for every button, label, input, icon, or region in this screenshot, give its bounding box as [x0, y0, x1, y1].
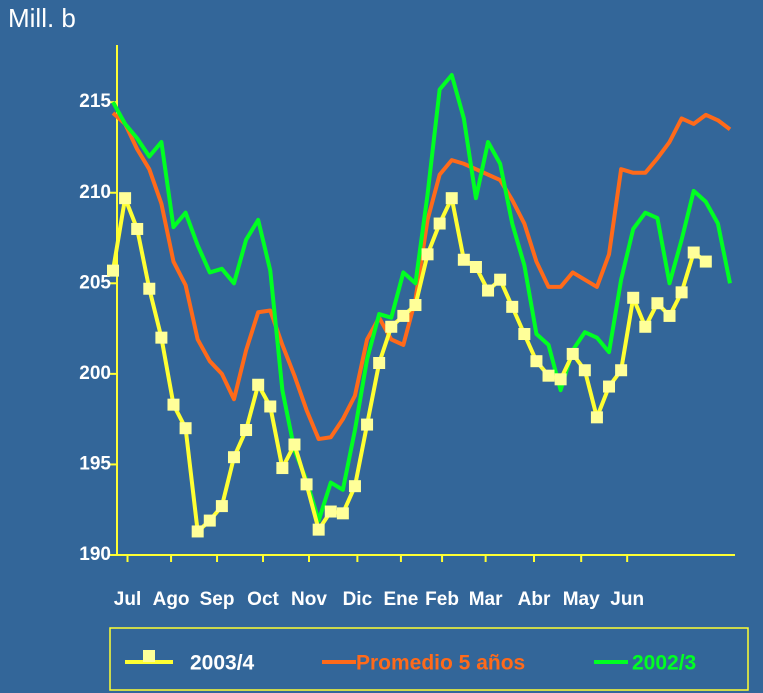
point-marker — [143, 282, 156, 295]
x-tick-label: May — [563, 589, 600, 610]
point-marker — [179, 422, 192, 435]
point-marker — [276, 462, 289, 475]
point-marker — [107, 264, 119, 277]
point-marker — [131, 222, 144, 235]
point-marker — [348, 480, 361, 493]
series-line — [111, 73, 732, 523]
point-marker — [457, 253, 470, 266]
legend-label: 2003/4 — [190, 652, 255, 675]
y-tick-label: 200 — [79, 363, 111, 384]
point-marker — [687, 246, 700, 259]
y-tick-label: 195 — [79, 453, 111, 474]
point-marker — [639, 320, 652, 333]
x-tick-label: Ene — [384, 589, 419, 610]
y-tick-label: 210 — [79, 182, 111, 203]
series-line — [111, 111, 732, 442]
y-axis-label: Mill. b — [8, 3, 76, 33]
point-marker — [227, 451, 240, 464]
point-marker — [590, 411, 603, 424]
y-tick-label: 190 — [79, 544, 111, 565]
point-marker — [494, 273, 507, 286]
point-marker — [312, 523, 325, 536]
x-tick-label: Sep — [200, 589, 235, 610]
x-tick-label: Dic — [343, 589, 373, 610]
point-marker — [373, 357, 386, 369]
point-marker — [300, 478, 313, 491]
point-marker — [409, 299, 422, 312]
legend-box — [109, 627, 749, 691]
point-marker — [603, 380, 616, 393]
point-marker — [252, 378, 265, 391]
x-tick-label: Jul — [114, 589, 141, 610]
point-marker — [482, 284, 495, 297]
point-marker — [566, 347, 579, 360]
point-marker — [288, 438, 301, 451]
point-marker — [155, 331, 168, 344]
point-marker — [506, 300, 519, 313]
x-tick-label: Ago — [153, 589, 190, 610]
x-tick-label: Nov — [291, 589, 327, 610]
point-marker — [421, 248, 434, 261]
point-marker — [542, 369, 555, 382]
point-marker — [433, 217, 446, 230]
point-marker — [469, 261, 482, 273]
x-tick-label: Abr — [518, 589, 551, 610]
point-marker — [699, 255, 712, 268]
point-marker — [215, 500, 228, 513]
point-marker — [578, 364, 591, 377]
point-marker — [167, 398, 180, 411]
point-marker — [445, 192, 458, 205]
point-marker — [675, 286, 688, 299]
point-marker — [324, 505, 337, 518]
x-tick-label: Jun — [610, 589, 644, 610]
point-marker — [240, 424, 253, 437]
legend-label: 2002/3 — [632, 652, 696, 675]
x-tick-label: Mar — [469, 589, 503, 610]
point-marker — [191, 525, 204, 538]
legend-label: Promedio 5 años — [356, 652, 525, 675]
point-marker — [651, 297, 664, 310]
point-marker — [336, 507, 349, 520]
point-marker — [397, 309, 410, 322]
point-marker — [530, 355, 543, 368]
x-tick-label: Feb — [425, 589, 459, 610]
point-marker — [264, 400, 277, 413]
point-marker — [119, 192, 132, 205]
y-tick-label: 215 — [79, 91, 111, 112]
point-marker — [554, 373, 567, 386]
legend-marker — [143, 650, 155, 662]
point-marker — [361, 418, 374, 431]
point-marker — [203, 514, 216, 527]
x-tick-label: Oct — [247, 589, 279, 610]
point-marker — [627, 291, 640, 304]
point-marker — [385, 320, 398, 333]
point-marker — [518, 328, 531, 341]
point-marker — [663, 309, 676, 322]
point-marker — [615, 364, 628, 377]
y-tick-label: 205 — [79, 272, 111, 293]
